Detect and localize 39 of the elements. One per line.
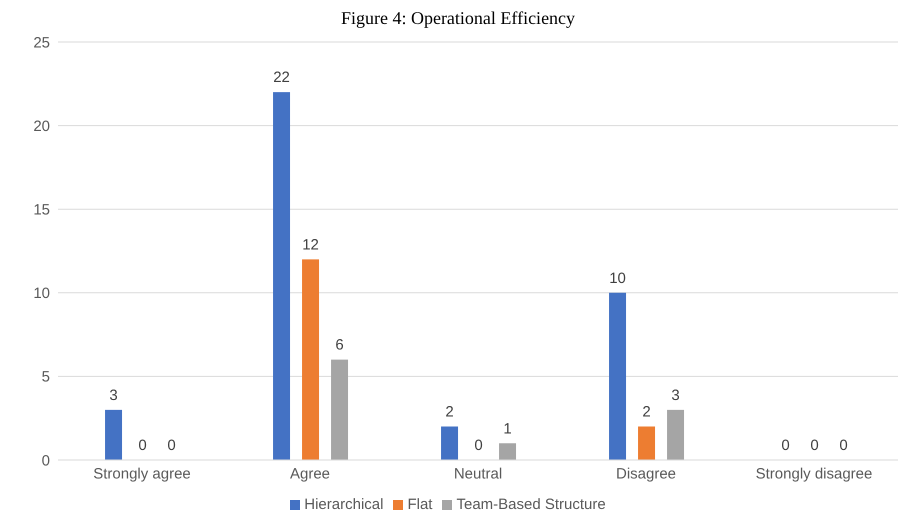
data-label: 0 bbox=[138, 436, 147, 454]
data-label: 3 bbox=[109, 386, 118, 404]
bar bbox=[331, 360, 348, 460]
data-label: 10 bbox=[609, 270, 626, 287]
x-tick-label: Neutral bbox=[454, 466, 502, 483]
y-tick-label: 15 bbox=[33, 202, 50, 219]
data-label: 12 bbox=[302, 236, 319, 254]
legend-label: Team-Based Structure bbox=[456, 496, 606, 513]
data-label: 1 bbox=[503, 420, 512, 438]
chart-title: Figure 4: Operational Efficiency bbox=[340, 8, 576, 30]
bar bbox=[273, 92, 290, 460]
x-tick-label: Agree bbox=[290, 466, 330, 483]
x-tick-label: Strongly agree bbox=[93, 466, 191, 483]
y-tick-label: 0 bbox=[42, 452, 50, 470]
data-label: 0 bbox=[810, 436, 819, 454]
data-label: 0 bbox=[839, 436, 848, 454]
legend-label: Flat bbox=[407, 496, 432, 513]
y-tick-label: 25 bbox=[33, 34, 50, 52]
data-label: 3 bbox=[671, 386, 680, 404]
data-label: 0 bbox=[781, 436, 790, 454]
x-tick-label: Disagree bbox=[616, 466, 676, 483]
bar bbox=[609, 292, 626, 460]
legend-label: Hierarchical bbox=[304, 496, 384, 513]
y-tick-label: 5 bbox=[42, 368, 50, 386]
data-label: 2 bbox=[642, 404, 651, 421]
y-tick-label: 10 bbox=[33, 285, 50, 302]
data-label: 0 bbox=[167, 436, 176, 454]
bar bbox=[441, 426, 458, 460]
data-label: 6 bbox=[335, 336, 344, 354]
bar bbox=[499, 443, 516, 460]
data-label: 0 bbox=[474, 436, 483, 454]
data-label: 2 bbox=[445, 404, 454, 421]
bar bbox=[667, 410, 684, 460]
x-tick-label: Strongly disagree bbox=[756, 466, 872, 483]
y-tick-label: 20 bbox=[33, 118, 50, 135]
bar bbox=[302, 259, 320, 460]
data-label: 22 bbox=[273, 69, 290, 86]
bar bbox=[638, 426, 656, 460]
bar bbox=[105, 410, 122, 460]
